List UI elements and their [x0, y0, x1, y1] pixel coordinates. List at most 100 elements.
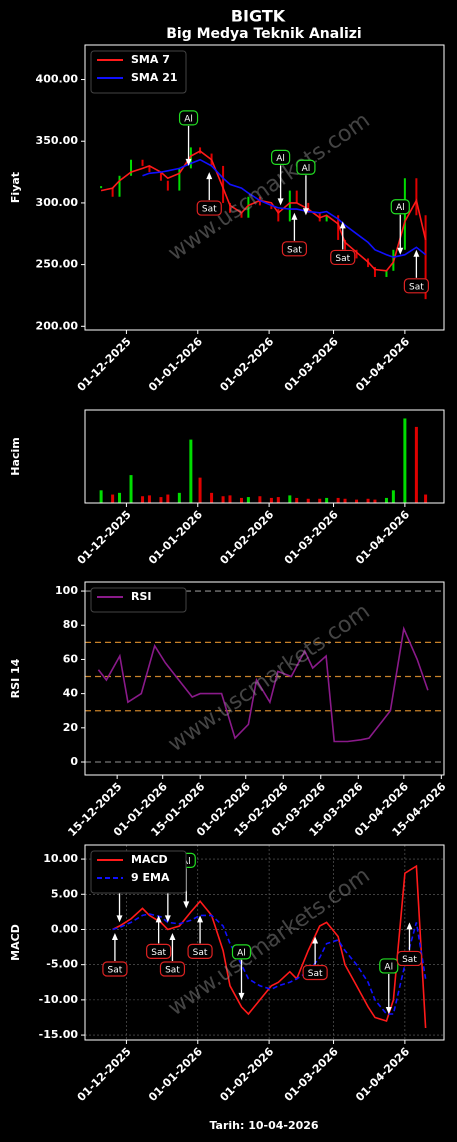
arrow-head	[385, 1006, 392, 1014]
arrow-head	[406, 922, 413, 930]
bar	[403, 418, 407, 503]
signal-box	[296, 159, 316, 175]
legend-box	[90, 587, 187, 613]
bar	[336, 497, 340, 503]
signal-box	[403, 278, 429, 294]
plot-area	[99, 418, 428, 503]
y-tick-label: 250.00	[36, 258, 79, 271]
series-line	[100, 150, 427, 272]
signal-box	[159, 961, 186, 977]
arrow-head	[185, 158, 192, 166]
signal-label: Sat	[409, 282, 424, 292]
signal-box	[187, 943, 213, 959]
signal-label: Sat	[108, 965, 123, 975]
bar	[129, 475, 133, 503]
y-tick-label: 0.00	[51, 922, 78, 935]
arrow-head	[164, 915, 171, 923]
y-tick-label: 5.00	[51, 887, 78, 900]
bar	[118, 492, 122, 503]
y-tick-label: 400.00	[36, 73, 79, 86]
arrow-head	[413, 249, 420, 257]
bar	[269, 497, 273, 503]
arrow-head	[183, 901, 190, 909]
legend-label: SMA 21	[131, 71, 178, 84]
arrow-head	[302, 208, 309, 216]
axes-frame	[84, 44, 445, 331]
y-axis-label: MACD	[9, 924, 22, 961]
axes-frame	[84, 581, 445, 776]
arrow-head	[116, 915, 123, 923]
y-tick-label: 350.00	[36, 134, 79, 147]
bar	[198, 477, 202, 503]
signal-box	[281, 241, 308, 257]
signal-box	[231, 944, 252, 960]
arrow-head	[397, 247, 404, 255]
bar	[288, 495, 292, 503]
arrow-head	[277, 198, 284, 206]
arrow-head	[238, 992, 245, 1000]
bar	[147, 495, 151, 503]
signal-label: Al	[184, 114, 193, 124]
y-tick-label: 80	[63, 618, 79, 631]
bar	[210, 492, 214, 503]
y-tick-label: -5.00	[46, 958, 78, 971]
signal-label: Sat	[402, 955, 417, 965]
bar	[276, 497, 280, 503]
bar	[373, 499, 377, 503]
y-tick-label: 0	[70, 755, 78, 768]
y-tick-label: -15.00	[39, 1028, 79, 1041]
arrow-head	[291, 212, 298, 220]
legend-label: RSI	[131, 590, 152, 603]
arrow-head	[155, 915, 162, 923]
x-axis-label: Tarih: 10-04-2026	[209, 1119, 318, 1132]
bar	[306, 498, 310, 503]
signal-label: Sat	[287, 245, 302, 255]
signal-box	[271, 149, 291, 165]
bar	[258, 496, 262, 503]
arrow-head	[197, 915, 204, 923]
y-tick-label: -10.00	[39, 993, 79, 1006]
legend-box	[90, 850, 187, 894]
bar	[189, 439, 193, 503]
bar	[246, 497, 250, 503]
y-axis-label: RSI 14	[9, 658, 22, 698]
y-tick-label: 300.00	[36, 196, 79, 209]
bar	[318, 498, 322, 503]
signal-label: Sat	[151, 948, 166, 958]
legend-label: MACD	[131, 853, 168, 866]
bar	[295, 497, 299, 503]
bar	[166, 494, 170, 503]
signal-box	[379, 958, 399, 974]
signal-box	[146, 943, 172, 959]
bar	[384, 497, 388, 503]
y-axis-label: Hacim	[9, 437, 22, 475]
signal-label: Al	[237, 948, 246, 958]
bar	[414, 426, 418, 503]
y-tick-label: 100	[55, 584, 78, 597]
axes-frame	[84, 844, 445, 1041]
plot-area	[85, 590, 444, 763]
signal-label: Sat	[202, 205, 217, 215]
bar	[221, 496, 225, 503]
legend-box	[90, 50, 187, 94]
y-tick-label: 10.00	[43, 852, 78, 865]
bar	[177, 492, 181, 503]
y-tick-label: 60	[63, 652, 79, 665]
signal-box	[178, 110, 199, 126]
signal-label: Sat	[335, 254, 350, 264]
series-line	[97, 625, 429, 743]
bar	[391, 490, 395, 503]
arrow-head	[111, 932, 118, 940]
signal-label: Sat	[193, 948, 208, 958]
bar	[343, 498, 347, 503]
y-tick-label: 40	[63, 687, 79, 700]
title: BIGTK	[231, 7, 286, 26]
bar	[159, 497, 163, 503]
axes-frame	[84, 409, 445, 504]
bar	[228, 495, 232, 503]
subtitle: Big Medya Teknik Analizi	[166, 26, 362, 42]
signal-box	[102, 961, 128, 977]
signal-label: Sat	[308, 969, 323, 979]
signal-label: Al	[384, 962, 393, 972]
